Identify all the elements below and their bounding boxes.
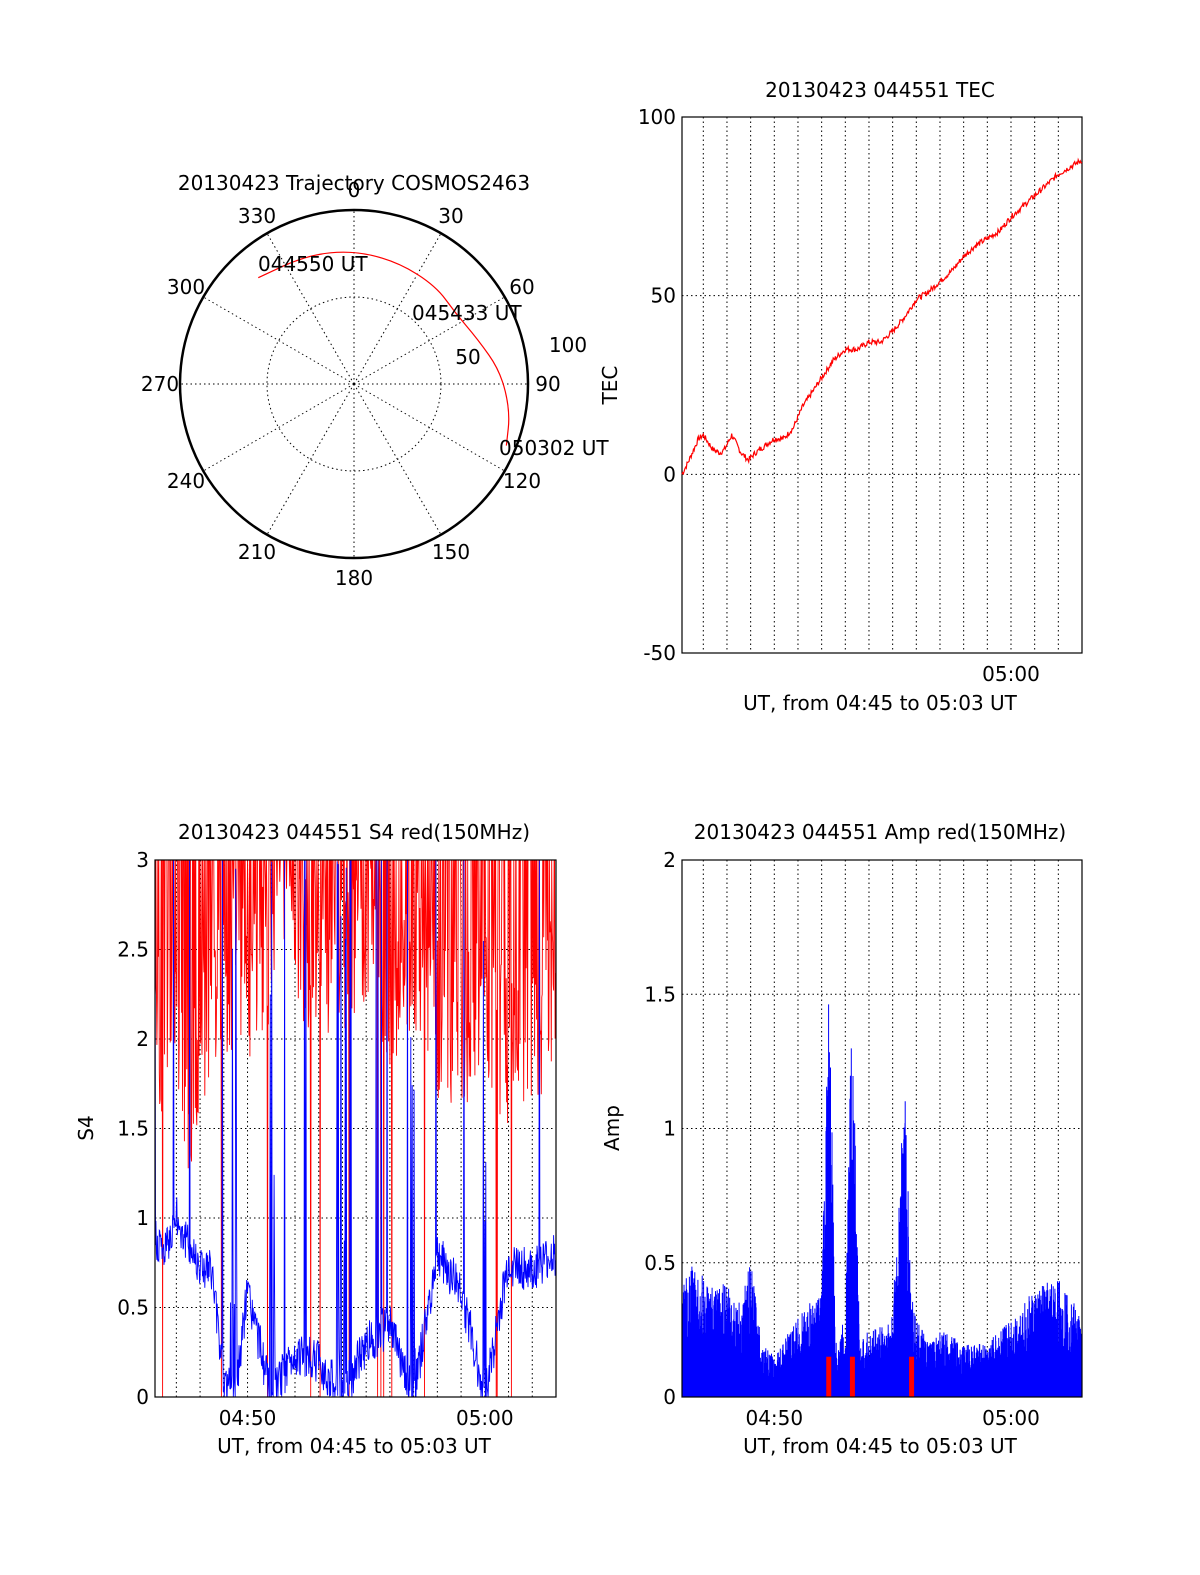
amp-ylabel: Amp [600,1105,624,1151]
y-tick-label: 2 [136,1027,149,1051]
track-label-mid: 045433 UT [412,301,522,325]
amp-title: 20130423 044551 Amp red(150MHz) [694,820,1066,844]
polar-angle-labels: 0 30 60 90 120 150 180 210 240 270 300 330 [141,178,561,590]
y-tick-label: 0 [663,1385,676,1409]
y-tick-label: 2.5 [117,938,149,962]
s4-x-ticks: 04:50 05:00 [219,1406,514,1430]
polar-angle-label: 90 [535,372,560,396]
amp-red-mark [826,1356,832,1397]
s4-series-group [154,859,556,1398]
y-tick-label: -50 [643,641,676,665]
amp-red-mark [849,1356,855,1397]
x-tick-label: 05:00 [456,1406,514,1430]
track-label-start: 044550 UT [258,252,368,276]
tec-x-ticks: 05:00 [982,662,1040,686]
y-tick-label: 1.5 [644,982,676,1006]
s4-y-ticks: 0 0.5 1 1.5 2 2.5 3 [117,848,149,1409]
polar-spoke [353,233,442,385]
y-tick-label: 3 [136,848,149,872]
tec-y-ticks: -50 0 50 100 [638,105,676,665]
amp-x-ticks: 04:50 05:00 [745,1406,1039,1430]
trajectory-track [258,251,510,446]
polar-angle-label: 150 [432,540,470,564]
polar-grid [178,208,530,560]
polar-angle-label: 30 [438,204,463,228]
y-tick-label: 1.5 [117,1117,149,1141]
y-tick-label: 100 [638,105,676,129]
radial-label-100: 100 [549,333,587,357]
polar-angle-label: 210 [238,540,276,564]
polar-spoke [353,383,442,535]
y-tick-label: 0 [136,1385,149,1409]
polar-spoke [203,296,355,385]
s4-title: 20130423 044551 S4 red(150MHz) [178,820,530,844]
polar-angle-label: 240 [167,469,205,493]
s4-frame [154,859,557,1398]
trajectory-title: 20130423 Trajectory COSMOS2463 [178,171,530,195]
polar-spoke [266,233,355,385]
y-tick-label: 1 [663,1117,676,1141]
polar-spoke [266,383,355,535]
polar-spoke [353,383,505,472]
amp-series-group [681,1004,1083,1397]
polar-spoke [353,296,505,385]
radial-label-50: 50 [455,345,480,369]
x-tick-label: 04:50 [745,1406,803,1430]
tec-title: 20130423 044551 TEC [765,78,995,102]
s4-panel: 20130423 044551 S4 red(150MHz) 0 0.5 1 1.5 2… [74,820,557,1458]
polar-angle-label: 270 [141,372,179,396]
polar-angle-label: 0 [348,178,361,202]
x-tick-label: 04:50 [219,1406,277,1430]
s4-ylabel: S4 [74,1115,98,1140]
y-tick-label: 2 [663,848,676,872]
polar-angle-label: 180 [335,566,373,590]
x-tick-label: 05:00 [982,1406,1040,1430]
polar-angle-label: 300 [167,275,205,299]
track-label-end: 050302 UT [499,436,609,460]
tec-xlabel: UT, from 04:45 to 05:03 UT [743,691,1018,715]
y-tick-label: 0.5 [644,1251,676,1275]
amp-frame [681,859,1083,1398]
y-tick-label: 0 [663,462,676,486]
s4-blue-series [154,859,556,1398]
s4-xlabel: UT, from 04:45 to 05:03 UT [217,1434,492,1458]
tec-series-line [681,157,1083,476]
polar-angle-label: 330 [238,204,276,228]
y-tick-label: 0.5 [117,1296,149,1320]
polar-angle-label: 60 [509,275,534,299]
y-tick-label: 50 [651,284,676,308]
tec-frame [681,116,1083,654]
polar-angle-label: 120 [503,469,541,493]
amp-panel: 20130423 044551 Amp red(150MHz) 0 0.5 1 1.5… [600,820,1083,1458]
x-tick-label: 05:00 [982,662,1040,686]
trajectory-panel: 20130423 Trajectory COSMOS2463 0 30 60 90 12… [141,171,609,590]
tec-grid [682,116,1083,654]
amp-red-mark [909,1356,915,1397]
polar-outer-circle [178,208,530,560]
polar-spoke [203,383,355,472]
tec-ylabel: TEC [598,366,622,406]
tec-series-group [681,157,1083,476]
amp-y-ticks: 0 0.5 1 1.5 2 [644,848,676,1409]
y-tick-label: 1 [136,1206,149,1230]
amp-xlabel: UT, from 04:45 to 05:03 UT [743,1434,1018,1458]
amp-blue-series [681,1004,1083,1397]
